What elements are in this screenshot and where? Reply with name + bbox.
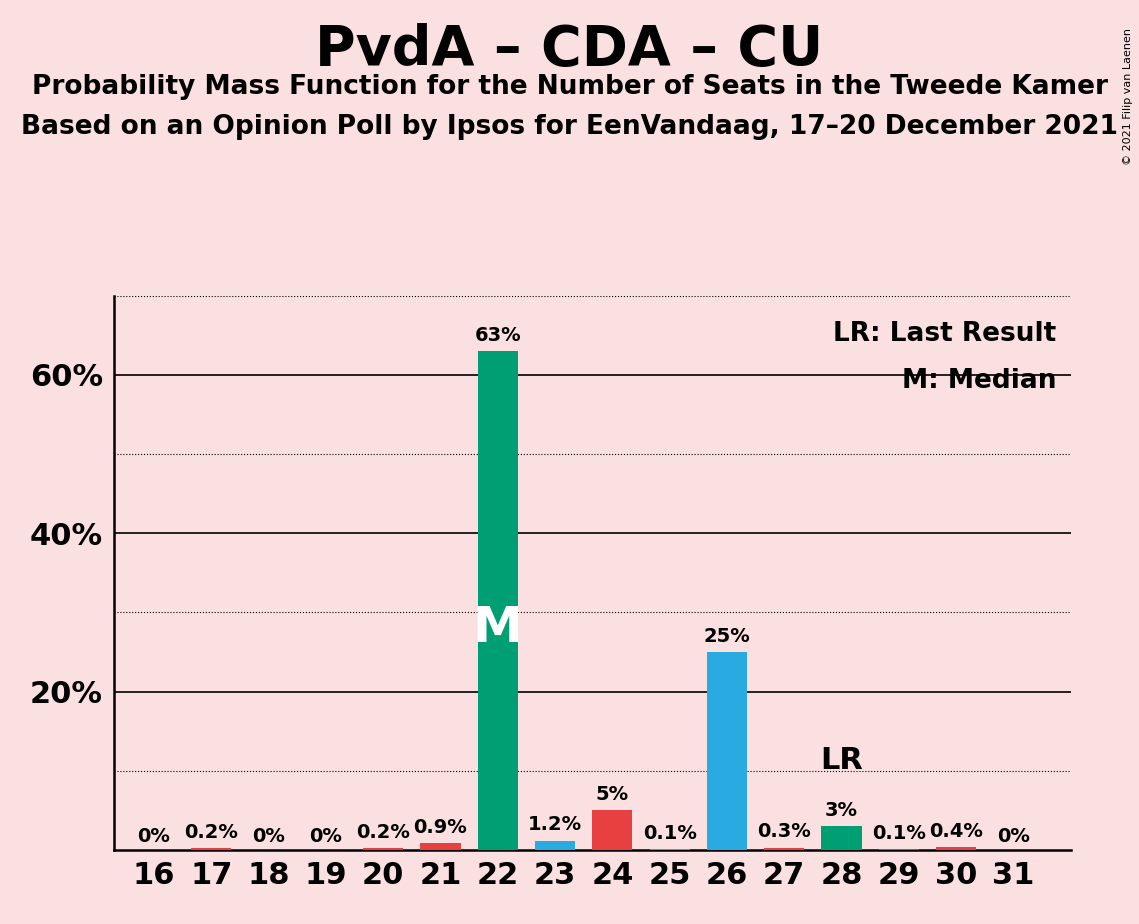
Bar [535,841,575,850]
Bar [477,351,518,850]
Text: 0.4%: 0.4% [929,821,983,841]
Text: 0.2%: 0.2% [357,823,410,842]
Text: 5%: 5% [596,785,629,804]
Text: 0.3%: 0.3% [757,822,811,842]
Text: 0.1%: 0.1% [871,824,926,843]
Text: 0.9%: 0.9% [413,818,467,836]
Text: 63%: 63% [475,326,521,345]
Text: © 2021 Filip van Laenen: © 2021 Filip van Laenen [1123,28,1133,164]
Text: 25%: 25% [704,626,751,646]
Text: 1.2%: 1.2% [528,815,582,834]
Text: 0%: 0% [252,827,285,846]
Bar [363,848,403,850]
Text: 0%: 0% [310,827,343,846]
Text: Probability Mass Function for the Number of Seats in the Tweede Kamer: Probability Mass Function for the Number… [32,74,1107,100]
Text: 0.1%: 0.1% [642,824,697,843]
Bar [592,810,632,850]
Bar [420,843,460,850]
Bar [707,652,747,850]
Bar [936,847,976,850]
Text: 3%: 3% [825,801,858,820]
Text: Based on an Opinion Poll by Ipsos for EenVandaag, 17–20 December 2021: Based on an Opinion Poll by Ipsos for Ee… [21,114,1118,140]
Bar [191,848,231,850]
Text: 0%: 0% [138,827,171,846]
Text: LR: LR [820,746,863,775]
Text: 0.2%: 0.2% [185,823,238,842]
Bar [821,826,861,850]
Text: 0%: 0% [997,827,1030,846]
Text: M: M [473,604,523,652]
Text: M: Median: M: Median [902,368,1056,394]
Bar [764,847,804,850]
Text: PvdA – CDA – CU: PvdA – CDA – CU [316,23,823,77]
Text: LR: Last Result: LR: Last Result [833,321,1056,346]
